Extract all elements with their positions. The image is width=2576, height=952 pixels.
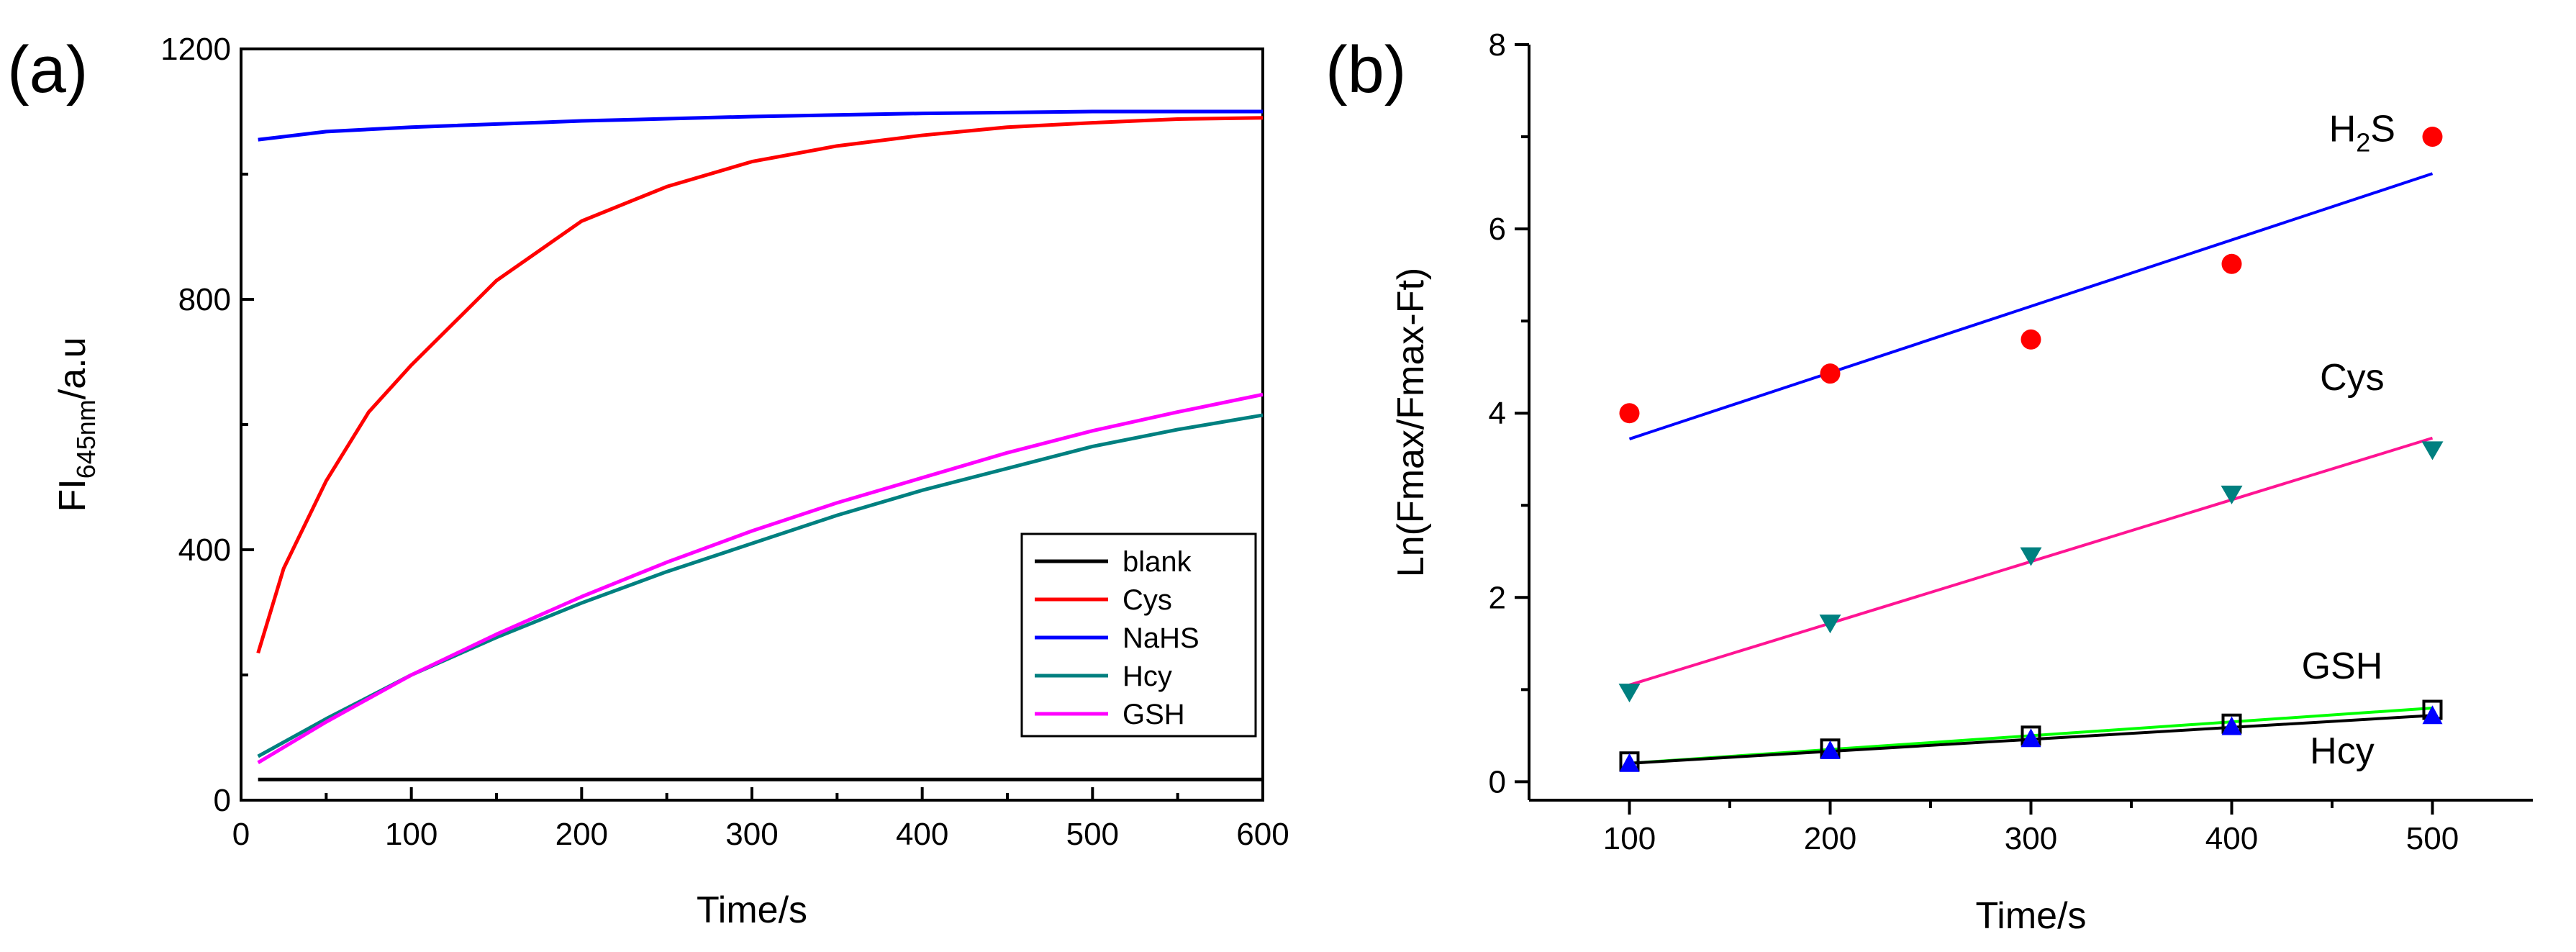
- y-tick-label: 0: [214, 783, 231, 818]
- series-annotation-1: Cys: [2320, 357, 2385, 399]
- y-tick-label: 0: [1489, 764, 1506, 799]
- annotation-rest: S: [2370, 108, 2395, 150]
- series-annotation-2: GSH: [2302, 645, 2383, 687]
- data-point-triangle-down: [1819, 615, 1841, 634]
- data-point-circle: [1619, 403, 1640, 424]
- x-tick-label: 200: [555, 817, 608, 852]
- x-tick-label: 300: [725, 817, 778, 852]
- panel-label-b: (b): [1325, 33, 1406, 106]
- x-tick-label: 200: [1804, 821, 1856, 856]
- y-axis-title-sub: 645nm: [71, 399, 101, 479]
- y-axis-title-suffix: /a.u: [52, 337, 94, 399]
- legend-label-nahs: NaHS: [1123, 622, 1199, 654]
- y-tick-label: 2: [1489, 580, 1506, 615]
- x-axis-title: Time/s: [697, 889, 807, 931]
- data-point-triangle-down: [2221, 485, 2243, 504]
- data-point-triangle-up: [2422, 705, 2443, 725]
- x-tick-label: 100: [385, 817, 437, 852]
- data-point-circle: [2021, 329, 2041, 350]
- y-tick-label: 400: [178, 532, 231, 568]
- annotation-main: Hcy: [2310, 730, 2375, 772]
- data-point-circle: [2221, 253, 2242, 274]
- y-tick-label: 4: [1489, 396, 1506, 431]
- legend-box: [1020, 532, 1257, 738]
- x-tick-label: 500: [2406, 821, 2459, 856]
- panel-b: 100 200 300 400 50002468H2SCysGSHHcyTime/sLn…: [1325, 27, 2533, 937]
- x-tick-label: 500: [1066, 817, 1119, 852]
- series-annotation-0: H2S: [2329, 108, 2395, 157]
- panel-label-a: (a): [7, 33, 88, 106]
- data-point-triangle-down: [2020, 547, 2042, 566]
- series-line-gsh: [257, 392, 1264, 764]
- y-axis-title: Ln(Fmax/Fmax-Ft): [1390, 268, 1432, 577]
- data-point-triangle-up: [2021, 728, 2041, 748]
- annotation-main: GSH: [2302, 645, 2383, 687]
- x-tick-label: 100: [1603, 821, 1656, 856]
- data-point-triangle-down: [1618, 684, 1641, 703]
- legend-label-blank: blank: [1123, 546, 1192, 578]
- panel-a: 0 100 200 300 400 500 600 0 400 800 1200 Time/s FI64…: [7, 32, 1289, 931]
- data-point-triangle-up: [2221, 716, 2242, 735]
- data-point-circle: [2422, 127, 2443, 148]
- annotation-main: H: [2329, 108, 2357, 150]
- x-tick-label: 400: [896, 817, 948, 852]
- y-tick-label: 6: [1489, 212, 1506, 247]
- x-axis-title: Time/s: [1975, 895, 2086, 937]
- y-tick-label: 800: [178, 282, 231, 317]
- fit-line-0: [1628, 172, 2434, 440]
- data-point-triangle-down: [2421, 441, 2444, 461]
- data-point-circle: [1820, 363, 1841, 384]
- series-annotation-3: Hcy: [2310, 730, 2375, 772]
- annotation-sub: 2: [2356, 127, 2370, 157]
- data-point-triangle-up: [1820, 740, 1841, 759]
- legend-label-gsh: GSH: [1123, 699, 1185, 730]
- series-line-cys: [256, 116, 1264, 654]
- x-tick-label: 400: [2205, 821, 2258, 856]
- y-tick-label: 8: [1489, 27, 1506, 63]
- x-tick-label: 0: [232, 817, 250, 852]
- legend-label-cys: Cys: [1123, 584, 1172, 616]
- y-tick-label: 1200: [160, 32, 231, 67]
- series-line-nahs: [258, 109, 1263, 142]
- annotation-main: Cys: [2320, 357, 2385, 399]
- data-point-triangle-up: [1619, 753, 1640, 772]
- x-tick-label: 600: [1236, 817, 1289, 852]
- y-axis-title-main: FI: [52, 479, 94, 512]
- y-axis-title: FI645nm/a.u: [52, 337, 101, 512]
- legend-label-hcy: Hcy: [1123, 661, 1172, 692]
- x-tick-label: 300: [2005, 821, 2057, 856]
